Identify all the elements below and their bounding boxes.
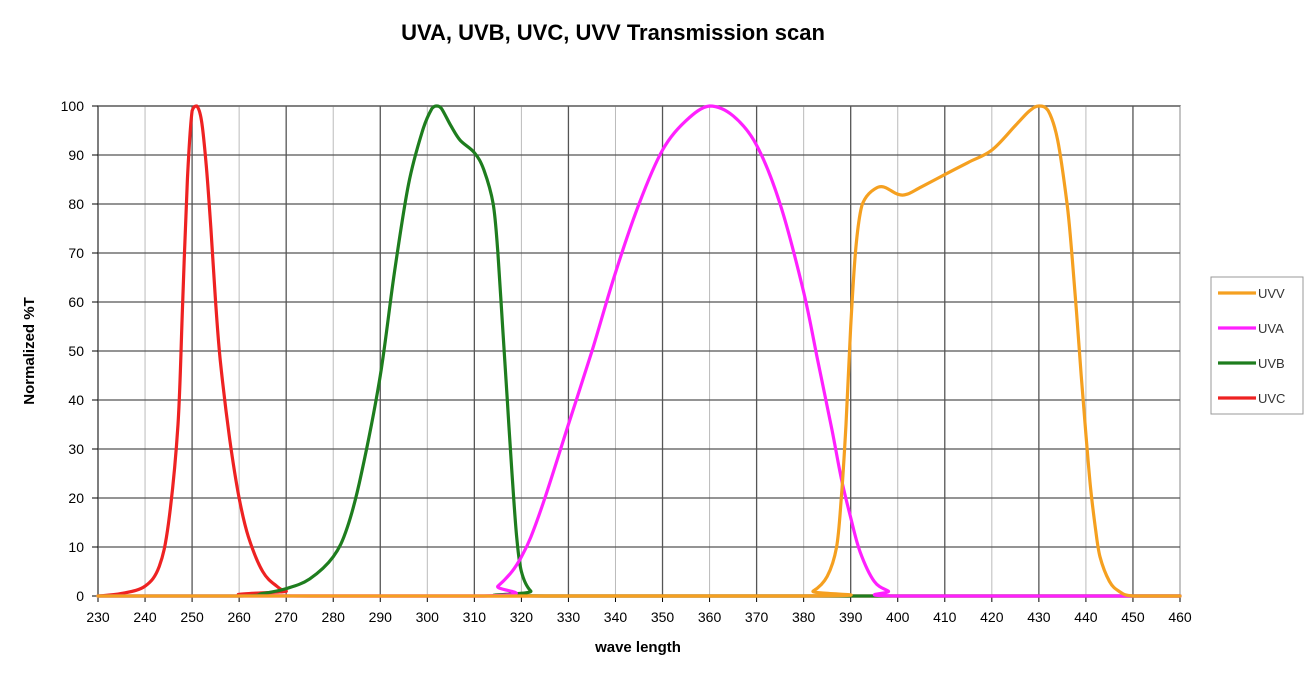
y-tick-label: 30 bbox=[68, 441, 84, 457]
y-tick-label: 50 bbox=[68, 343, 84, 359]
series-line-uvv bbox=[96, 104, 1182, 598]
grid bbox=[97, 105, 1181, 597]
y-tick-label: 60 bbox=[68, 294, 84, 310]
x-tick-label: 340 bbox=[604, 609, 628, 625]
x-tick-label: 320 bbox=[510, 609, 534, 625]
x-tick-label: 260 bbox=[227, 609, 251, 625]
x-tick-label: 370 bbox=[745, 609, 769, 625]
y-tick-label: 70 bbox=[68, 245, 84, 261]
chart-title: UVA, UVB, UVC, UVV Transmission scan bbox=[401, 20, 825, 45]
x-tick-label: 230 bbox=[86, 609, 110, 625]
x-tick-label: 360 bbox=[698, 609, 722, 625]
y-axis-title: Normalized %T bbox=[21, 297, 38, 405]
x-tick-label: 280 bbox=[322, 609, 346, 625]
x-tick-label: 300 bbox=[416, 609, 440, 625]
x-axis-title: wave length bbox=[594, 639, 681, 656]
x-tick-label: 290 bbox=[369, 609, 393, 625]
x-tick-label: 440 bbox=[1074, 609, 1098, 625]
x-axis-ticks: 230 240 250 260 270 280 290 300 310 320 330 340 350 3… bbox=[86, 596, 1192, 625]
legend-box bbox=[1210, 276, 1304, 415]
x-tick-label: 410 bbox=[933, 609, 957, 625]
legend-label-uvb: UVB bbox=[1258, 356, 1285, 371]
y-tick-label: 90 bbox=[68, 147, 84, 163]
y-tick-label: 40 bbox=[68, 392, 84, 408]
x-tick-label: 390 bbox=[839, 609, 863, 625]
x-tick-label: 400 bbox=[886, 609, 910, 625]
x-tick-label: 310 bbox=[463, 609, 487, 625]
y-tick-label: 20 bbox=[68, 490, 84, 506]
legend-label-uvv: UVV bbox=[1258, 286, 1285, 301]
x-tick-label: 250 bbox=[180, 609, 204, 625]
x-tick-label: 430 bbox=[1027, 609, 1051, 625]
legend-label-uva: UVA bbox=[1258, 321, 1284, 336]
x-tick-label: 240 bbox=[133, 609, 157, 625]
series-line-uvb bbox=[96, 104, 1182, 598]
legend-label-uvc: UVC bbox=[1258, 391, 1285, 406]
legend: UVV UVA UVB UVC bbox=[1210, 276, 1304, 415]
x-tick-label: 450 bbox=[1121, 609, 1145, 625]
x-tick-label: 270 bbox=[274, 609, 298, 625]
x-tick-label: 330 bbox=[557, 609, 581, 625]
x-tick-label: 350 bbox=[651, 609, 675, 625]
y-tick-label: 100 bbox=[61, 98, 85, 114]
x-tick-label: 460 bbox=[1168, 609, 1192, 625]
x-tick-label: 420 bbox=[980, 609, 1004, 625]
y-tick-label: 0 bbox=[76, 588, 84, 604]
series-lines bbox=[96, 104, 1182, 598]
x-tick-label: 380 bbox=[792, 609, 816, 625]
y-tick-label: 80 bbox=[68, 196, 84, 212]
series-line-uva bbox=[96, 104, 1182, 598]
y-axis-ticks: 0 10 20 30 40 50 60 70 80 90 100 bbox=[61, 98, 98, 604]
y-tick-label: 10 bbox=[68, 539, 84, 555]
